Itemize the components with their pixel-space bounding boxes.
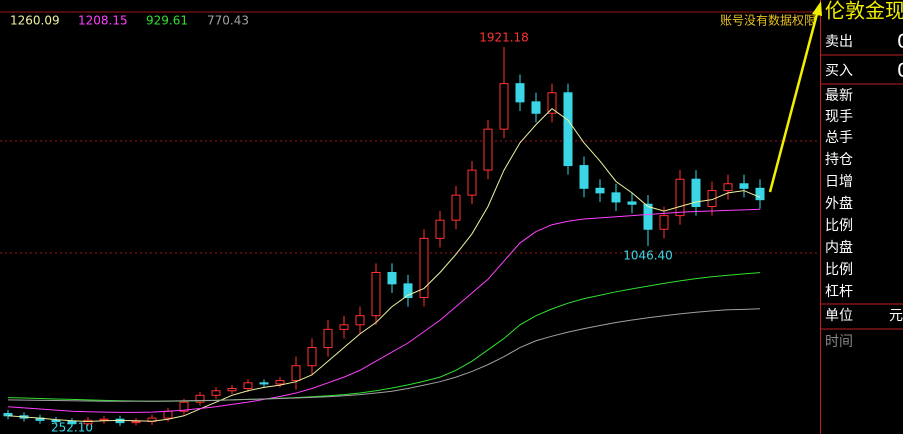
high-label: 1921.18 bbox=[479, 30, 529, 44]
quote-panel: 伦敦金现 卖出0买入0最新现手总手持仓日增外盘比例内盘比例杠杆单位元时间 bbox=[821, 0, 903, 350]
candle-body bbox=[531, 101, 541, 114]
candle-body bbox=[371, 271, 381, 317]
candle-body bbox=[211, 390, 221, 396]
candle-body bbox=[579, 165, 589, 189]
row-label: 比例 bbox=[825, 262, 853, 278]
candle-body bbox=[307, 347, 317, 367]
candle-body bbox=[611, 192, 621, 203]
row-label: 总手 bbox=[825, 130, 853, 146]
candle-body bbox=[67, 420, 77, 425]
candle-body bbox=[483, 128, 493, 171]
candle-body bbox=[451, 194, 461, 221]
candle-body bbox=[99, 418, 109, 421]
candle-body bbox=[403, 283, 413, 299]
candle-body bbox=[467, 169, 477, 196]
ma-label: 770.43 bbox=[207, 14, 249, 28]
row-label: 时间 bbox=[825, 334, 853, 350]
row-label: 买入 bbox=[825, 63, 853, 79]
row-label: 单位 bbox=[825, 308, 853, 324]
candle-body bbox=[195, 394, 205, 403]
candle-body bbox=[339, 324, 349, 330]
low-label: 1046.40 bbox=[623, 248, 673, 262]
low-label: 252.10 bbox=[51, 421, 93, 434]
arrow bbox=[768, 9, 820, 193]
candle-body bbox=[707, 190, 717, 208]
row-value: 元 bbox=[889, 308, 903, 324]
row-value: 0 bbox=[897, 60, 903, 82]
row-label: 现手 bbox=[825, 109, 853, 125]
candle-body bbox=[563, 92, 573, 167]
panel-title: 伦敦金现 bbox=[825, 0, 903, 23]
candle-body bbox=[595, 187, 605, 194]
candle-body bbox=[243, 382, 253, 390]
candle-body bbox=[3, 413, 13, 417]
candle-body bbox=[163, 410, 173, 419]
row-value: 0 bbox=[897, 31, 903, 53]
candle-body bbox=[755, 187, 765, 201]
candle-body bbox=[643, 203, 653, 230]
ma-line bbox=[7, 308, 761, 402]
candle-body bbox=[179, 401, 189, 412]
candle-body bbox=[515, 83, 525, 103]
ma-label: 929.61 bbox=[146, 14, 188, 28]
candle-body bbox=[675, 178, 685, 217]
arrow-head bbox=[812, 1, 822, 16]
candle-body bbox=[51, 419, 61, 422]
candle-body bbox=[691, 178, 701, 208]
ma-label: 1208.15 bbox=[78, 14, 128, 28]
plot: 252.10 1921.18 1046.40 bbox=[3, 30, 765, 434]
row-label: 比例 bbox=[825, 218, 853, 234]
candle-body bbox=[259, 382, 269, 385]
row-label: 日增 bbox=[825, 174, 853, 190]
candle-body bbox=[435, 219, 445, 239]
candle-body bbox=[419, 237, 429, 299]
row-label: 卖出 bbox=[825, 34, 853, 50]
candle-body bbox=[499, 83, 509, 130]
candle-body bbox=[723, 183, 733, 192]
candle-body bbox=[387, 271, 397, 285]
candle-body bbox=[659, 215, 669, 230]
candle-body bbox=[83, 419, 93, 425]
row-label: 外盘 bbox=[825, 195, 853, 212]
row-label: 杠杆 bbox=[825, 284, 853, 300]
candle-body bbox=[547, 92, 557, 114]
candle-body bbox=[739, 183, 749, 189]
candle-body bbox=[227, 388, 237, 392]
row-label: 持仓 bbox=[825, 152, 853, 168]
candle-body bbox=[291, 365, 301, 382]
ma-line bbox=[7, 208, 761, 413]
candle-body bbox=[131, 420, 141, 424]
row-label: 最新 bbox=[825, 88, 853, 104]
row-label: 内盘 bbox=[825, 239, 853, 256]
candle-body bbox=[275, 380, 285, 385]
candle-body bbox=[355, 315, 365, 326]
notice: 账号没有数据权限 bbox=[720, 13, 816, 28]
candle-body bbox=[627, 201, 637, 205]
ma-line bbox=[7, 108, 761, 422]
candle-body bbox=[323, 328, 333, 349]
ma-label: 1260.09 bbox=[10, 14, 60, 28]
